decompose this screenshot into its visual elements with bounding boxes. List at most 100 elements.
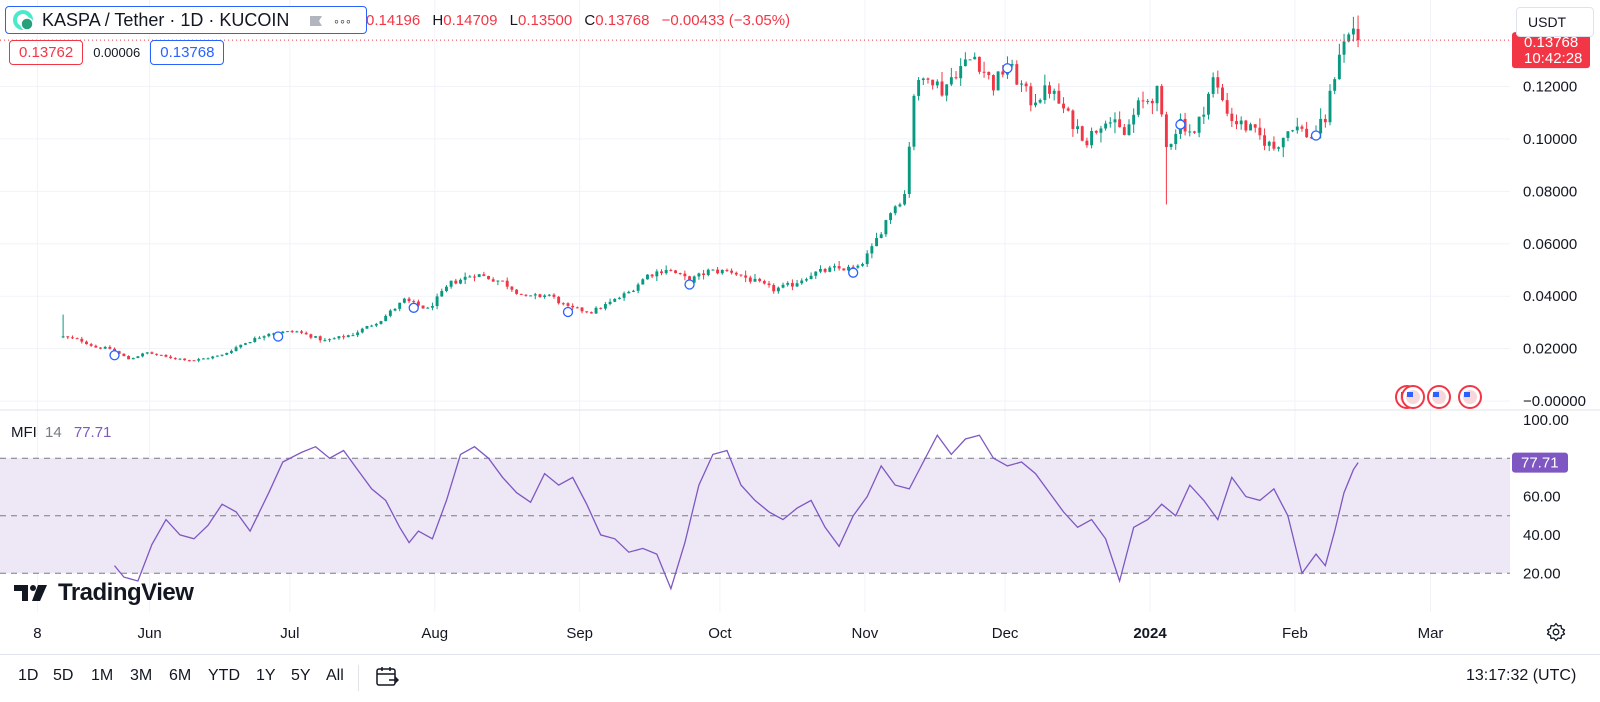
candle-body (127, 356, 131, 360)
range-button-1y[interactable]: 1Y (256, 667, 276, 684)
candle-body (963, 59, 967, 67)
candle-body (374, 323, 378, 326)
candle-body (790, 282, 794, 287)
candle-body (903, 193, 907, 205)
buy-price-button[interactable]: 0.13768 (150, 40, 225, 65)
candle-body (430, 306, 434, 308)
event-marker-icon[interactable] (684, 279, 695, 290)
candle-body (1295, 126, 1299, 131)
candle-body (795, 283, 799, 287)
candle-body (318, 336, 322, 341)
range-button-1d[interactable]: 1D (18, 667, 39, 684)
utc-clock[interactable]: 13:17:32 (UTC) (1466, 667, 1577, 684)
candle-body (1197, 116, 1201, 133)
low-value: 0.13500 (518, 12, 573, 29)
candle-body (856, 265, 860, 268)
candle-body (1253, 124, 1257, 128)
us-flag-icon[interactable] (1427, 385, 1451, 409)
candle-body (201, 358, 205, 360)
range-button-all[interactable]: All (326, 667, 344, 684)
range-button-5d[interactable]: 5D (53, 667, 74, 684)
candle-body (1164, 114, 1168, 148)
candle-body (155, 353, 159, 355)
time-axis-label: Dec (992, 625, 1019, 642)
mfi-legend[interactable]: MFI 14 77.71 (11, 424, 111, 441)
event-marker-icon[interactable] (1175, 119, 1186, 130)
candle-body (608, 301, 612, 305)
candle-body (1150, 100, 1154, 104)
candle-body (272, 333, 275, 335)
candle-body (234, 347, 238, 351)
candle-body (99, 347, 102, 349)
time-axis[interactable]: 8 Jun Jul Aug Sep Oct Nov Dec 2024 Feb Mar (33, 625, 1443, 642)
candle-body (1085, 140, 1089, 146)
us-flag-icon[interactable] (1458, 385, 1482, 409)
range-button-ytd[interactable]: YTD (208, 667, 240, 684)
event-marker-icon[interactable] (848, 267, 859, 278)
event-marker-icon[interactable] (408, 302, 419, 313)
candle-body (1155, 86, 1159, 104)
candle-body (468, 276, 472, 278)
candle-body (1010, 64, 1014, 66)
candle-body (267, 333, 271, 337)
range-button-3m[interactable]: 3M (130, 667, 153, 684)
candle-body (1090, 131, 1094, 146)
mfi-axis[interactable]: 100.00 60.00 40.00 20.00 (1523, 412, 1569, 582)
time-axis-label: Mar (1418, 625, 1444, 642)
sell-price-button[interactable]: 0.13762 (9, 40, 84, 65)
candle-body (566, 303, 570, 306)
candle-body (1132, 114, 1136, 125)
time-axis-label: Aug (421, 625, 448, 642)
go-to-date-calendar-icon[interactable] (375, 665, 399, 689)
candle-body (1062, 103, 1065, 109)
flag-icon[interactable] (309, 15, 323, 27)
candle-body (772, 285, 776, 292)
symbol-search[interactable]: KASPA / Tether · 1D · KUCOIN ◦◦◦ (5, 6, 367, 34)
candle-body (356, 332, 360, 336)
candle-body (435, 296, 439, 307)
candle-body (346, 335, 350, 338)
event-marker-icon[interactable] (273, 331, 284, 342)
candle-body (393, 308, 397, 311)
candle-body (865, 253, 869, 265)
candle-body (959, 66, 963, 79)
economic-events[interactable] (1395, 385, 1482, 409)
mfi-last-value-label: 77.71 (1512, 452, 1568, 473)
candle-body (281, 331, 285, 334)
candle-body (454, 280, 458, 284)
currency-selector[interactable]: USDT (1516, 7, 1594, 37)
ohlc-legend: 0.14196 H0.14709 L0.13500 C0.13768 −0.00… (366, 12, 790, 29)
candle-body (290, 331, 294, 333)
range-button-6m[interactable]: 6M (169, 667, 192, 684)
range-button-5y[interactable]: 5Y (291, 667, 311, 684)
event-marker-icon[interactable] (1002, 63, 1013, 74)
candle-body (702, 273, 706, 275)
candle-body (108, 346, 112, 349)
event-marker-icon[interactable] (562, 306, 574, 318)
settings-gear-icon[interactable] (1546, 622, 1566, 642)
more-options-icon[interactable]: ◦◦◦ (334, 13, 352, 29)
candle-body (328, 339, 332, 341)
event-marker-icon[interactable] (109, 350, 120, 361)
time-axis-label: Sep (566, 625, 593, 642)
candle-body (1207, 93, 1210, 115)
time-axis-label: Oct (708, 625, 732, 642)
candle-body (1235, 121, 1238, 125)
candle-body (262, 336, 266, 338)
candle-body (1244, 120, 1248, 131)
candle-body (977, 56, 981, 72)
candle-body (968, 59, 972, 61)
price-axis[interactable]: 0.12000 0.10000 0.08000 0.06000 0.04000 0.020… (1523, 79, 1586, 411)
candle-body (1263, 135, 1267, 146)
candle-body (332, 338, 336, 340)
candle-body (987, 71, 991, 76)
candles (61, 15, 1360, 363)
range-button-1m[interactable]: 1M (91, 667, 114, 684)
candle-body (1319, 118, 1323, 134)
us-flag-icon[interactable] (1401, 385, 1425, 409)
tradingview-logo[interactable]: TradingView (14, 579, 194, 607)
candle-body (739, 274, 743, 276)
event-marker-icon[interactable] (1310, 130, 1322, 141)
candle-body (809, 275, 813, 280)
